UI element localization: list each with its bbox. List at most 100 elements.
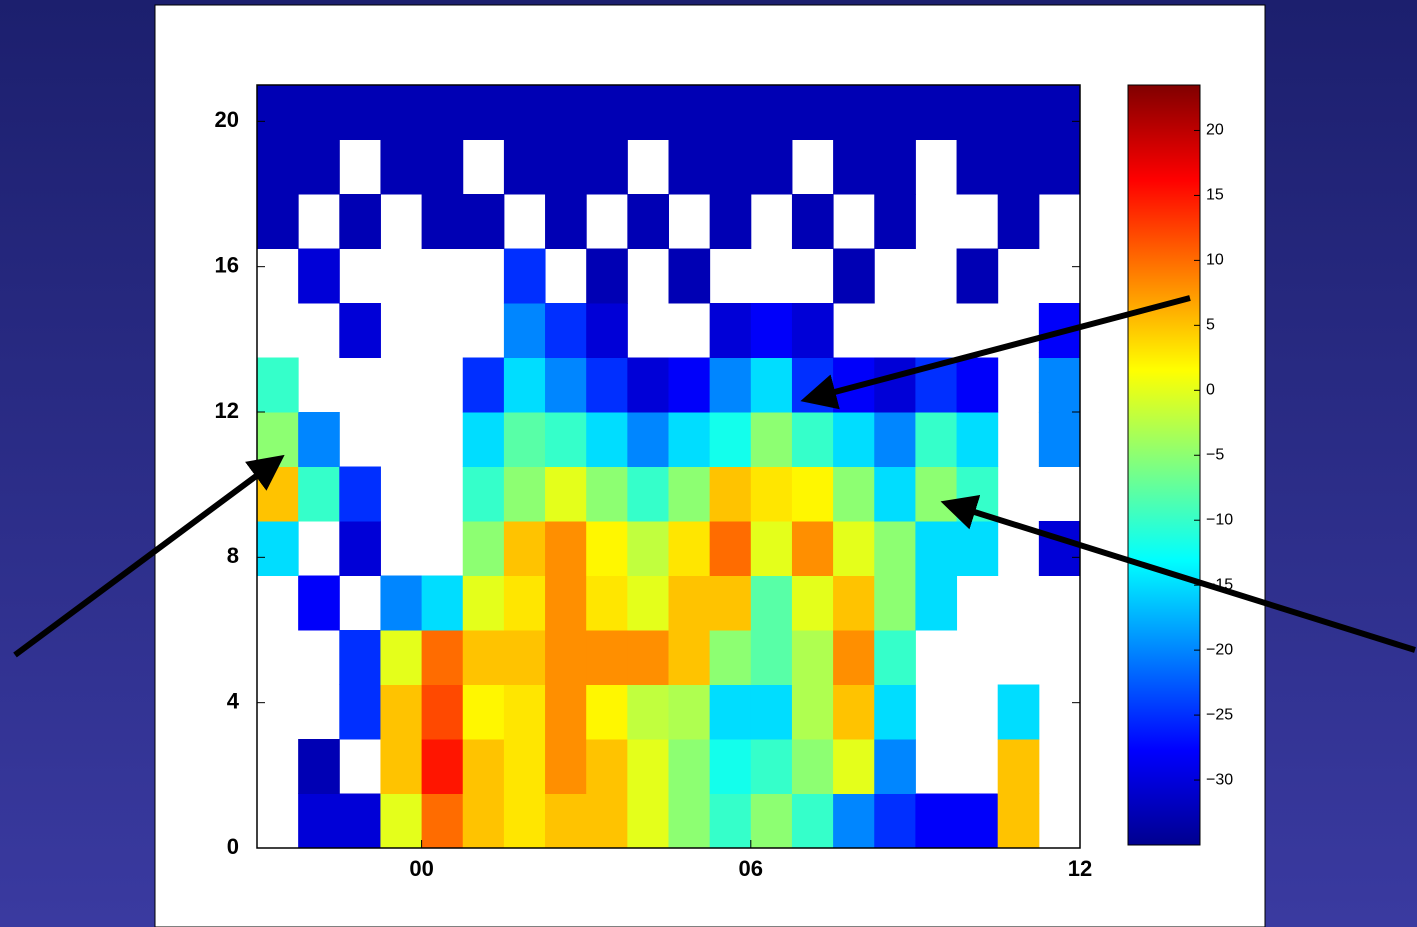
- heatmap-cell: [545, 739, 587, 794]
- heatmap-cell: [915, 85, 958, 140]
- heatmap-cell: [586, 521, 628, 576]
- heatmap-cell: [545, 793, 587, 849]
- heatmap-cell: [1038, 139, 1081, 195]
- heatmap-cell: [627, 521, 669, 576]
- heatmap-cell: [257, 139, 299, 195]
- heatmap-cell: [627, 85, 669, 140]
- heatmap-cell: [833, 793, 875, 849]
- colorbar-tick-label: −30: [1206, 771, 1233, 788]
- colorbar-tick-label: 5: [1206, 317, 1215, 334]
- heatmap-cell: [462, 466, 505, 522]
- colorbar-tick-label: 15: [1206, 187, 1224, 204]
- heatmap-cell: [833, 630, 875, 685]
- heatmap-cell: [668, 684, 711, 740]
- heatmap-cell: [915, 466, 958, 522]
- heatmap-cell: [586, 139, 628, 195]
- heatmap-cell: [545, 684, 587, 740]
- heatmap-cell: [545, 85, 587, 140]
- heatmap-cell: [668, 357, 711, 413]
- heatmap-cell: [503, 466, 546, 522]
- colorbar-tick-label: −5: [1206, 446, 1224, 463]
- y-tick-label: 0: [227, 834, 239, 859]
- heatmap-cell: [956, 412, 999, 467]
- heatmap-cell: [627, 630, 669, 685]
- heatmap-cell: [956, 521, 999, 576]
- heatmap-cell: [545, 466, 587, 522]
- heatmap-cell: [298, 412, 340, 467]
- heatmap-cell: [586, 684, 628, 740]
- heatmap-cell: [421, 139, 464, 195]
- heatmap-cell: [462, 793, 505, 849]
- colorbar-tick-label: 10: [1206, 252, 1224, 269]
- heatmap-cell: [833, 466, 875, 522]
- heatmap-cell: [1038, 85, 1081, 140]
- x-tick-label: 00: [409, 856, 433, 881]
- heatmap-cell: [545, 575, 587, 631]
- heatmap-cell: [668, 412, 711, 467]
- x-tick-label: 12: [1068, 856, 1092, 881]
- heatmap-cell: [833, 684, 875, 740]
- heatmap-cell: [709, 357, 752, 413]
- heatmap-cell: [833, 248, 875, 304]
- heatmap-cell: [503, 630, 546, 685]
- heatmap-cell: [668, 466, 711, 522]
- heatmap-cell: [709, 85, 752, 140]
- heatmap-cell: [503, 248, 546, 304]
- heatmap-cell: [668, 85, 711, 140]
- heatmap-cell: [668, 248, 711, 304]
- heatmap-cell: [462, 630, 505, 685]
- heatmap-cell: [503, 357, 546, 413]
- heatmap-cell: [709, 521, 752, 576]
- heatmap-cell: [1038, 521, 1081, 576]
- heatmap-cell: [874, 139, 916, 195]
- heatmap-cell: [257, 357, 299, 413]
- heatmap-cell: [503, 684, 546, 740]
- heatmap-cell: [339, 521, 381, 576]
- heatmap-cell: [750, 412, 793, 467]
- heatmap-cell: [339, 793, 381, 849]
- colorbar-tick-label: −20: [1206, 641, 1233, 658]
- heatmap-cell: [339, 85, 381, 140]
- heatmap-cell: [791, 85, 834, 140]
- y-tick-label: 20: [215, 107, 239, 132]
- heatmap-cell: [503, 793, 546, 849]
- colorbar-tick-label: 20: [1206, 122, 1224, 139]
- heatmap-cell: [750, 466, 793, 522]
- heatmap-cell: [298, 85, 340, 140]
- heatmap-cell: [380, 139, 423, 195]
- heatmap-cell: [750, 139, 793, 195]
- heatmap-cell: [915, 793, 958, 849]
- heatmap-cell: [586, 412, 628, 467]
- colorbar-tick-label: −15: [1206, 576, 1233, 593]
- heatmap-cell: [874, 793, 916, 849]
- heatmap-cell: [791, 194, 834, 249]
- heatmap-cell: [750, 793, 793, 849]
- heatmap-cell: [503, 139, 546, 195]
- heatmap-cell: [503, 575, 546, 631]
- heatmap-cell: [956, 85, 999, 140]
- heatmap-cell: [421, 575, 464, 631]
- heatmap-cell: [380, 85, 423, 140]
- heatmap-cell: [462, 85, 505, 140]
- heatmap-cell: [298, 248, 340, 304]
- heatmap-cell: [586, 575, 628, 631]
- heatmap-cell: [750, 357, 793, 413]
- heatmap-cell: [627, 412, 669, 467]
- heatmap-cell: [709, 684, 752, 740]
- heatmap-cell: [668, 793, 711, 849]
- arrow: [800, 295, 1191, 410]
- heatmap-cell: [791, 575, 834, 631]
- heatmap-cell: [874, 466, 916, 522]
- heatmap-cell: [503, 521, 546, 576]
- heatmap-cell: [586, 739, 628, 794]
- heatmap-cell: [503, 412, 546, 467]
- y-tick-label: 12: [215, 398, 239, 423]
- heatmap-cell: [627, 357, 669, 413]
- heatmap-cell: [545, 194, 587, 249]
- heatmap-cell: [421, 739, 464, 794]
- heatmap-cell: [380, 739, 423, 794]
- heatmap-cell: [709, 739, 752, 794]
- heatmap-cell: [833, 521, 875, 576]
- heatmap-cell: [956, 248, 999, 304]
